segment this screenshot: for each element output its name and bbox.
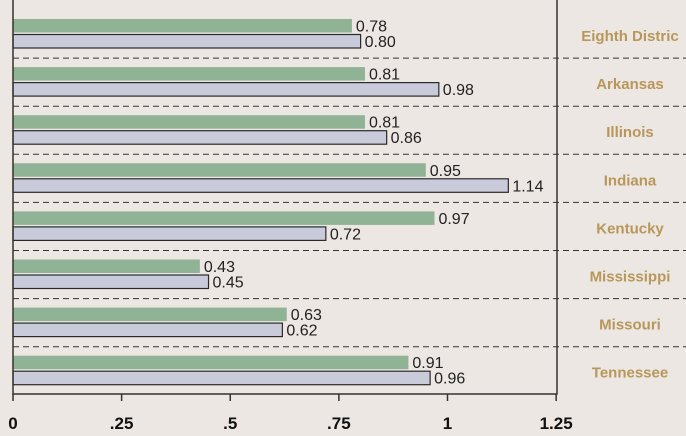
category-label: Indiana (604, 172, 657, 189)
bar-series-a (13, 67, 365, 81)
bar-series-a (13, 259, 200, 273)
bar-value-label: 0.80 (365, 34, 396, 51)
category-label: Tennessee (592, 365, 668, 382)
bar-value-label: 0.72 (330, 226, 361, 243)
bar-value-label: 0.43 (204, 259, 235, 276)
bar-series-b (12, 322, 283, 338)
category-label: Eighth Distric (581, 28, 679, 45)
bar-series-b (12, 33, 362, 49)
bar-value-label: 0.81 (369, 67, 400, 84)
axes-group (12, 0, 558, 401)
category-label: Missouri (599, 317, 661, 334)
bar-series-b (12, 370, 431, 386)
bar-series-a (13, 115, 365, 129)
bar-series-a (13, 19, 352, 33)
x-tick-label: .25 (110, 414, 134, 433)
x-tick-label: 0 (8, 414, 17, 433)
value-labels-group: 0.780.800.810.980.810.860.951.140.970.72… (204, 19, 544, 388)
plot-frame (12, 0, 558, 395)
category-label: Arkansas (596, 76, 664, 93)
bar-value-label: 0.86 (391, 130, 422, 147)
category-label: Illinois (606, 124, 654, 141)
x-tick-label: .75 (327, 414, 351, 433)
bar-value-label: 0.62 (286, 323, 317, 340)
bar-series-b (12, 130, 388, 145)
bar-value-label: 0.63 (291, 307, 322, 324)
bar-value-label: 1.14 (512, 178, 543, 195)
category-labels-group: Eighth Distric Arkansas Illinois Indiana Ken… (581, 28, 679, 382)
row-dividers (13, 57, 686, 348)
bar-series-a (13, 307, 287, 322)
bar-series-b (12, 81, 440, 97)
bar-value-label: 0.45 (213, 275, 244, 292)
bar-series-a (13, 211, 435, 225)
bars-group (12, 19, 509, 386)
x-tick-label: .5 (223, 414, 237, 433)
bar-value-label: 0.81 (369, 115, 400, 132)
bar-value-label: 0.98 (443, 82, 474, 99)
x-tick-label: 1.25 (540, 414, 573, 433)
bar-series-b (12, 178, 509, 193)
bar-value-label: 0.96 (434, 371, 465, 388)
bar-series-b (12, 226, 327, 241)
bar-series-a (13, 355, 409, 370)
tick-labels-group: 0 .25 .5 .75 1 1.25 (8, 414, 572, 433)
bar-value-label: 0.78 (356, 19, 387, 36)
category-label: Mississippi (590, 269, 671, 286)
x-tick-label: 1 (443, 414, 452, 433)
bar-value-label: 0.97 (438, 211, 469, 228)
bar-series-a (13, 163, 426, 177)
bar-series-b (12, 274, 210, 290)
bar-value-label: 0.91 (412, 355, 443, 372)
bar-value-label: 0.95 (430, 163, 461, 180)
category-label: Kentucky (596, 220, 664, 237)
